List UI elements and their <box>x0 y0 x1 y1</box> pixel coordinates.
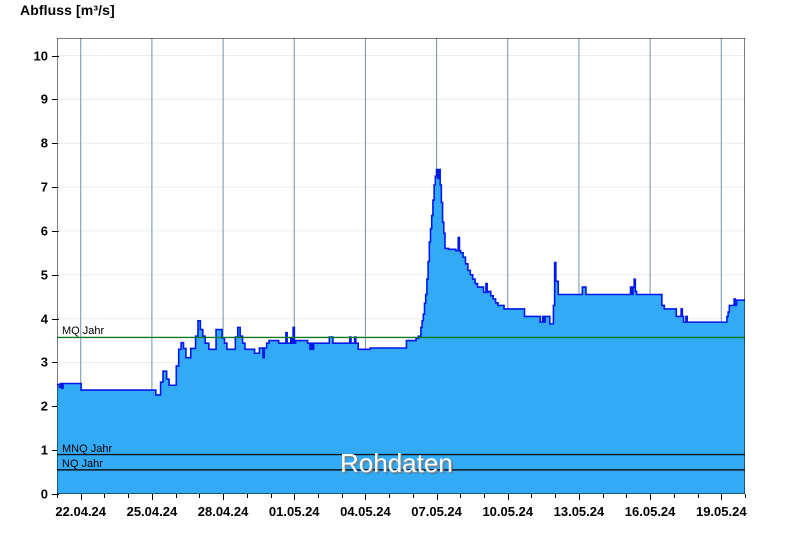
reference-lines <box>57 336 745 471</box>
x-tick-label: 16.05.24 <box>624 504 676 519</box>
x-minor-tick <box>412 494 414 498</box>
y-tick-label: 9 <box>40 91 48 107</box>
hydrograph-svg <box>57 38 745 494</box>
discharge-area-fill <box>57 169 745 494</box>
y-tick-label: 8 <box>40 135 48 151</box>
y-tick-label: 1 <box>40 442 48 458</box>
y-tick-label: 7 <box>40 179 48 195</box>
page-title: Abfluss [m³/s] <box>20 2 115 18</box>
y-tick-mark <box>52 318 59 320</box>
y-tick-mark <box>52 450 59 452</box>
y-tick-mark <box>52 55 59 57</box>
x-minor-tick <box>484 494 486 498</box>
y-tick-label: 3 <box>40 354 48 370</box>
x-tick-label: 19.05.24 <box>695 504 747 519</box>
y-tick-mark <box>52 494 59 495</box>
x-minor-tick <box>365 494 367 498</box>
x-minor-tick <box>294 494 296 498</box>
y-tick-mark <box>52 406 59 408</box>
x-minor-tick <box>697 494 699 498</box>
x-minor-tick <box>128 494 130 498</box>
y-tick-label: 6 <box>40 223 48 239</box>
x-minor-tick <box>80 494 82 498</box>
x-minor-tick <box>460 494 462 498</box>
x-minor-tick <box>721 494 723 498</box>
y-tick-label: 4 <box>40 311 48 327</box>
x-tick-label: 10.05.24 <box>482 504 534 519</box>
x-tick-label: 07.05.24 <box>411 504 462 519</box>
x-minor-tick <box>578 494 580 498</box>
x-tick-label: 13.05.24 <box>553 504 605 519</box>
y-tick-label: 2 <box>40 398 48 414</box>
x-minor-tick <box>57 494 58 498</box>
x-minor-tick <box>602 494 604 498</box>
x-minor-tick <box>151 494 153 498</box>
y-tick-mark <box>52 230 59 232</box>
x-minor-tick <box>104 494 106 498</box>
plot-area: MQ Jahr MNQ Jahr NQ Jahr <box>57 38 745 494</box>
y-tick-mark <box>52 99 59 101</box>
y-tick-mark <box>52 362 59 364</box>
reference-label-nq-jahr: NQ Jahr <box>62 457 103 470</box>
x-tick-label: 28.04.24 <box>197 504 249 519</box>
y-tick-label: 5 <box>40 267 48 283</box>
x-minor-tick <box>317 494 319 498</box>
y-tick-label: 10 <box>33 48 48 64</box>
x-minor-tick <box>555 494 557 498</box>
x-minor-tick <box>507 494 509 498</box>
x-tick-label: 22.04.24 <box>55 504 107 519</box>
x-minor-tick <box>175 494 177 498</box>
reference-label-mnq-jahr: MNQ Jahr <box>62 442 113 455</box>
x-tick-label: 04.05.24 <box>340 504 391 519</box>
x-minor-tick <box>650 494 652 498</box>
y-tick-mark <box>52 143 59 145</box>
reference-label-mq-jahr: MQ Jahr <box>62 325 105 338</box>
x-minor-tick <box>673 494 675 498</box>
x-minor-tick <box>341 494 343 498</box>
discharge-line <box>57 168 745 396</box>
x-minor-tick <box>436 494 438 498</box>
x-tick-label: 01.05.24 <box>268 504 320 519</box>
x-minor-tick <box>199 494 201 498</box>
x-minor-tick <box>626 494 628 498</box>
y-tick-mark <box>52 274 59 276</box>
y-tick-mark <box>52 187 59 189</box>
x-minor-tick <box>745 494 746 498</box>
watermark-rohdaten: Rohdaten <box>340 448 453 478</box>
x-tick-label: 25.04.24 <box>126 504 178 519</box>
x-minor-tick <box>223 494 225 498</box>
x-minor-tick <box>246 494 248 498</box>
y-tick-label: 0 <box>40 486 48 502</box>
x-minor-tick <box>531 494 533 498</box>
x-minor-tick <box>389 494 391 498</box>
x-minor-tick <box>270 494 272 498</box>
